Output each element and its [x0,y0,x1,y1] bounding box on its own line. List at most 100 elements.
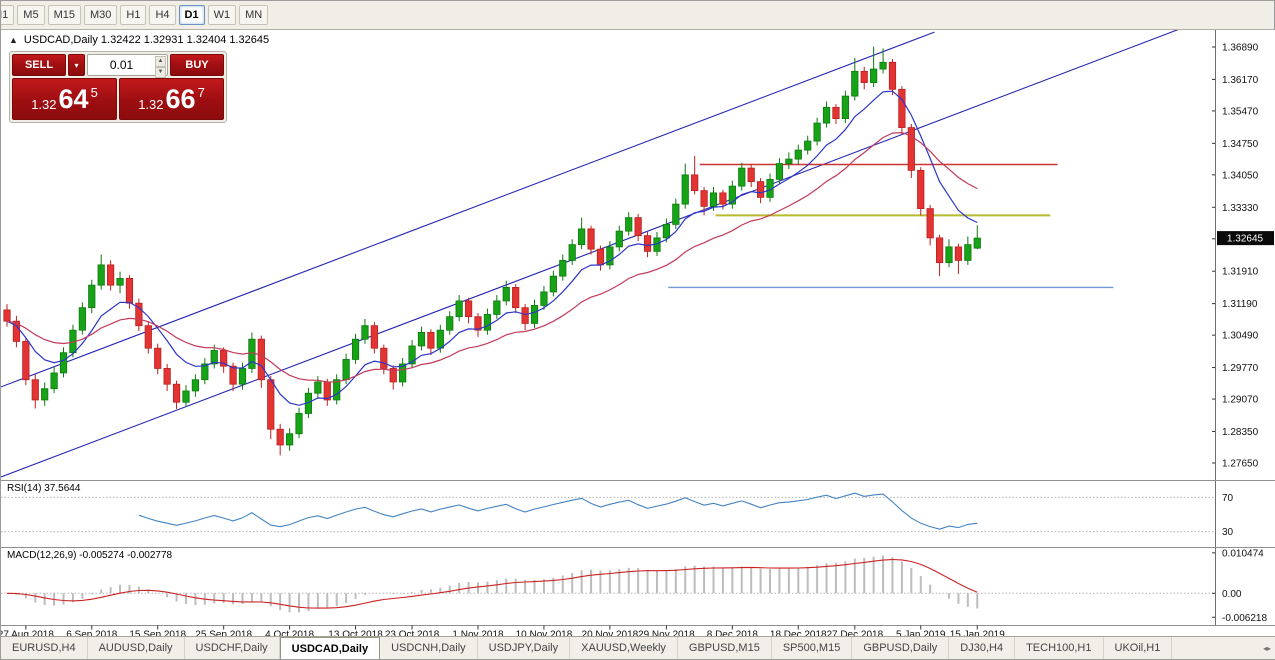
candle-bullish [191,379,199,392]
candle-bullish [625,217,633,232]
date-axis-label: 27 Dec 2018 [826,630,883,639]
tab-usdcad-daily[interactable]: USDCAD,Daily [279,637,381,659]
timeframe-button-h4[interactable]: H4 [149,5,176,25]
tab-tech100-h1[interactable]: TECH100,H1 [1015,637,1104,659]
tab-gbpusd-m15[interactable]: GBPUSD,M15 [678,637,772,659]
candle-bullish [116,278,124,286]
candle-bullish [709,192,718,207]
candle-bearish [172,383,181,403]
tab-gbpusd-daily[interactable]: GBPUSD,Daily [852,637,950,659]
tab-audusd-daily[interactable]: AUDUSD,Daily [88,637,185,659]
candle-bullish [785,158,793,165]
volume-input[interactable] [88,55,167,75]
timeframe-button-w1[interactable]: W1 [207,5,237,25]
price-axis-label: 1.29770 [1222,363,1259,374]
ma-fast-line [6,90,978,406]
candle-bearish [634,217,642,237]
candle-bearish [917,169,925,210]
candle-bullish [314,381,322,394]
timeframe-button-m15[interactable]: M15 [47,5,81,25]
candle-bullish [851,70,859,97]
chart-area[interactable]: 1.36890 1.36170 1.35470 1.34750 1.34050 1.333… [1,30,1275,638]
tab-usdchf-daily[interactable]: USDCHF,Daily [185,637,280,659]
chart-tab-bar: EURUSD,H4 AUDUSD,Daily USDCHF,Daily USDCAD,… [1,636,1275,659]
chart-header: ▲ USDCAD,Daily 1.32422 1.32931 1.32404 1… [9,34,269,46]
trend-channel-line[interactable] [1,31,935,388]
candle-bullish [568,244,576,261]
date-axis-label: 20 Nov 2018 [582,630,639,639]
candle-bullish [530,305,539,324]
candle-bullish [88,284,96,309]
rsi-axis-label: 70 [1222,493,1234,504]
timeframe-button-mn[interactable]: MN [239,5,269,25]
candle-bearish [257,338,265,381]
candle-bearish [935,237,944,264]
candle-bullish [794,149,802,160]
tab-usdcnh-daily[interactable]: USDCNH,Daily [380,637,478,659]
candle-bearish [474,316,482,331]
candle-bearish [3,309,11,322]
price-axis-label: 1.27650 [1222,458,1259,469]
tab-usdjpy-daily[interactable]: USDJPY,Daily [478,637,571,659]
candle-bullish [728,185,736,205]
sell-price-display[interactable]: 1.32 64 5 [12,78,117,120]
timeframe-button-h1[interactable]: H1 [120,5,147,25]
tab-sp500-m15[interactable]: SP500,M15 [772,637,853,659]
candle-bearish [144,325,152,349]
candle-bullish [964,244,972,261]
rsi-pane[interactable] [1,492,1214,533]
tab-dj30-h4[interactable]: DJ30,H4 [949,637,1016,659]
volume-spin-up-icon[interactable]: ▲ [155,56,166,67]
tab-ukoil-h1[interactable]: UKOil,H1 [1104,637,1173,659]
candle-bullish [210,350,218,365]
candle-bearish [370,325,378,349]
one-click-toggle-icon[interactable]: ▲ [9,35,18,45]
timeframe-button-m30[interactable]: M30 [83,5,118,25]
candle-bullish [973,237,981,249]
candle-bullish [408,345,416,365]
price-axis-label: 1.35470 [1222,106,1259,117]
date-axis-label: 18 Dec 2018 [770,630,827,639]
tab-xauusd-weekly[interactable]: XAUUSD,Weekly [570,637,678,659]
sell-price-pipette: 5 [90,85,98,100]
sell-button[interactable]: SELL [12,54,66,76]
price-axis-label: 1.33330 [1222,203,1259,214]
chart-canvas[interactable]: 1.36890 1.36170 1.35470 1.34750 1.34050 1.333… [1,30,1275,638]
ma-slow-line [6,131,978,383]
candle-bullish [945,246,953,264]
date-axis-label: 10 Nov 2018 [516,630,573,639]
candle-bearish [691,174,699,192]
volume-spin-down-icon[interactable]: ▼ [155,67,166,78]
buy-button[interactable]: BUY [170,54,224,76]
price-axis-label: 1.34050 [1222,170,1259,181]
price-axis-label: 1.28350 [1222,427,1259,438]
price-axis-label: 1.29070 [1222,395,1259,406]
trend-channel-line[interactable] [1,30,1214,478]
candle-bearish [163,368,171,385]
candle-bullish [804,140,812,151]
candle-bearish [135,302,143,327]
price-axis-label: 1.31910 [1222,267,1259,278]
tab-eurusd-h4[interactable]: EURUSD,H4 [1,637,88,659]
timeframe-button-m5[interactable]: M5 [17,5,45,25]
timeframe-button-d1[interactable]: D1 [178,5,205,25]
tab-scroll-icon[interactable]: ◂▸ [1262,643,1272,653]
candle-bearish [700,190,708,207]
one-click-dropdown-button[interactable]: ▾ [68,54,85,76]
price-axis-label: 1.36170 [1222,75,1259,86]
main-price-pane[interactable] [1,30,1214,478]
candle-bullish [417,332,426,347]
candle-bearish [154,347,162,369]
timeframe-button-m1[interactable]: M1 [1,5,15,25]
buy-price-display[interactable]: 1.32 66 7 [119,78,224,120]
macd-pane[interactable] [1,555,1214,613]
candle-bullish [50,372,58,390]
candle-bullish [578,228,586,246]
date-axis-label: 27 Aug 2018 [1,630,54,639]
candle-bullish [879,61,887,70]
sell-price-big: 64 [58,84,89,114]
candle-bullish [775,163,784,180]
candle-bearish [521,307,529,324]
candle-bearish [380,347,388,369]
candle-bearish [926,208,934,239]
